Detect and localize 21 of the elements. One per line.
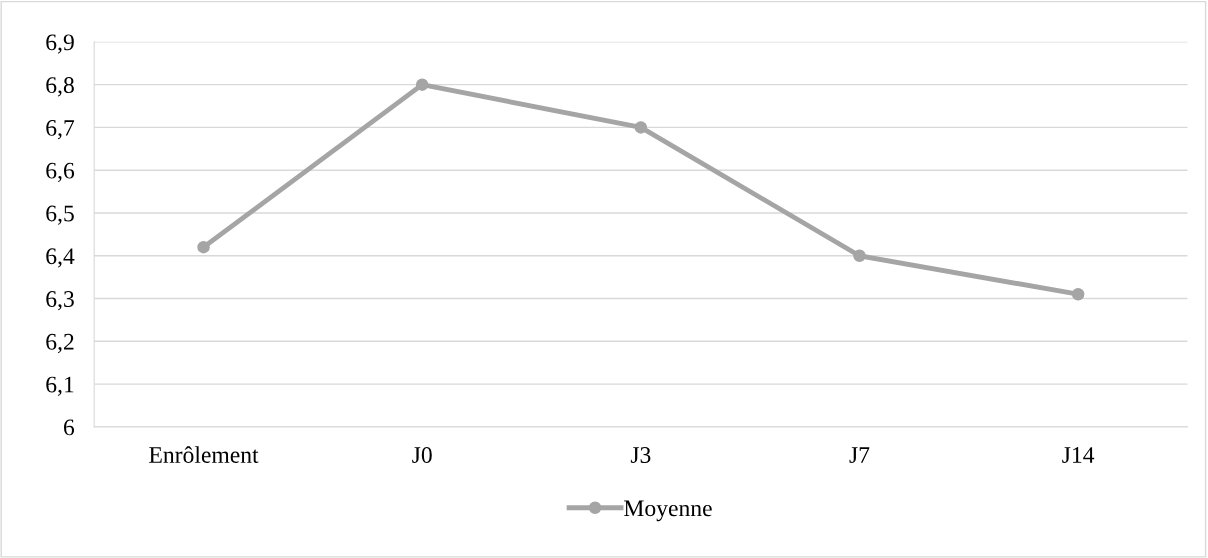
point: [197, 240, 210, 254]
legend-label: Moyenne: [624, 500, 712, 522]
x-tick-label: J14: [1062, 447, 1095, 463]
x-tick-label: Enrôlement: [149, 446, 259, 463]
point: [853, 249, 866, 263]
point: [634, 121, 648, 134]
y-tick-label: 6,2: [46, 333, 74, 354]
y-tick-label: 6,4: [46, 248, 75, 268]
y-tick-label: 6,3: [46, 291, 74, 311]
x-tick-label: J0: [412, 447, 432, 463]
y-tick-label: 6,1: [46, 376, 74, 396]
y-tick-label: 6,8: [46, 77, 74, 97]
x-tick-label: J3: [630, 447, 651, 463]
point: [1071, 288, 1085, 301]
x-tick-label: J7: [849, 447, 870, 463]
y-tick-label: 6,7: [46, 119, 75, 140]
y-tick-label: 6,5: [46, 205, 74, 225]
y-tick-label: 6: [63, 419, 75, 436]
y-tick-label: 6,9: [46, 34, 74, 54]
y-tick-label: 6,6: [46, 162, 75, 183]
point: [415, 78, 429, 91]
